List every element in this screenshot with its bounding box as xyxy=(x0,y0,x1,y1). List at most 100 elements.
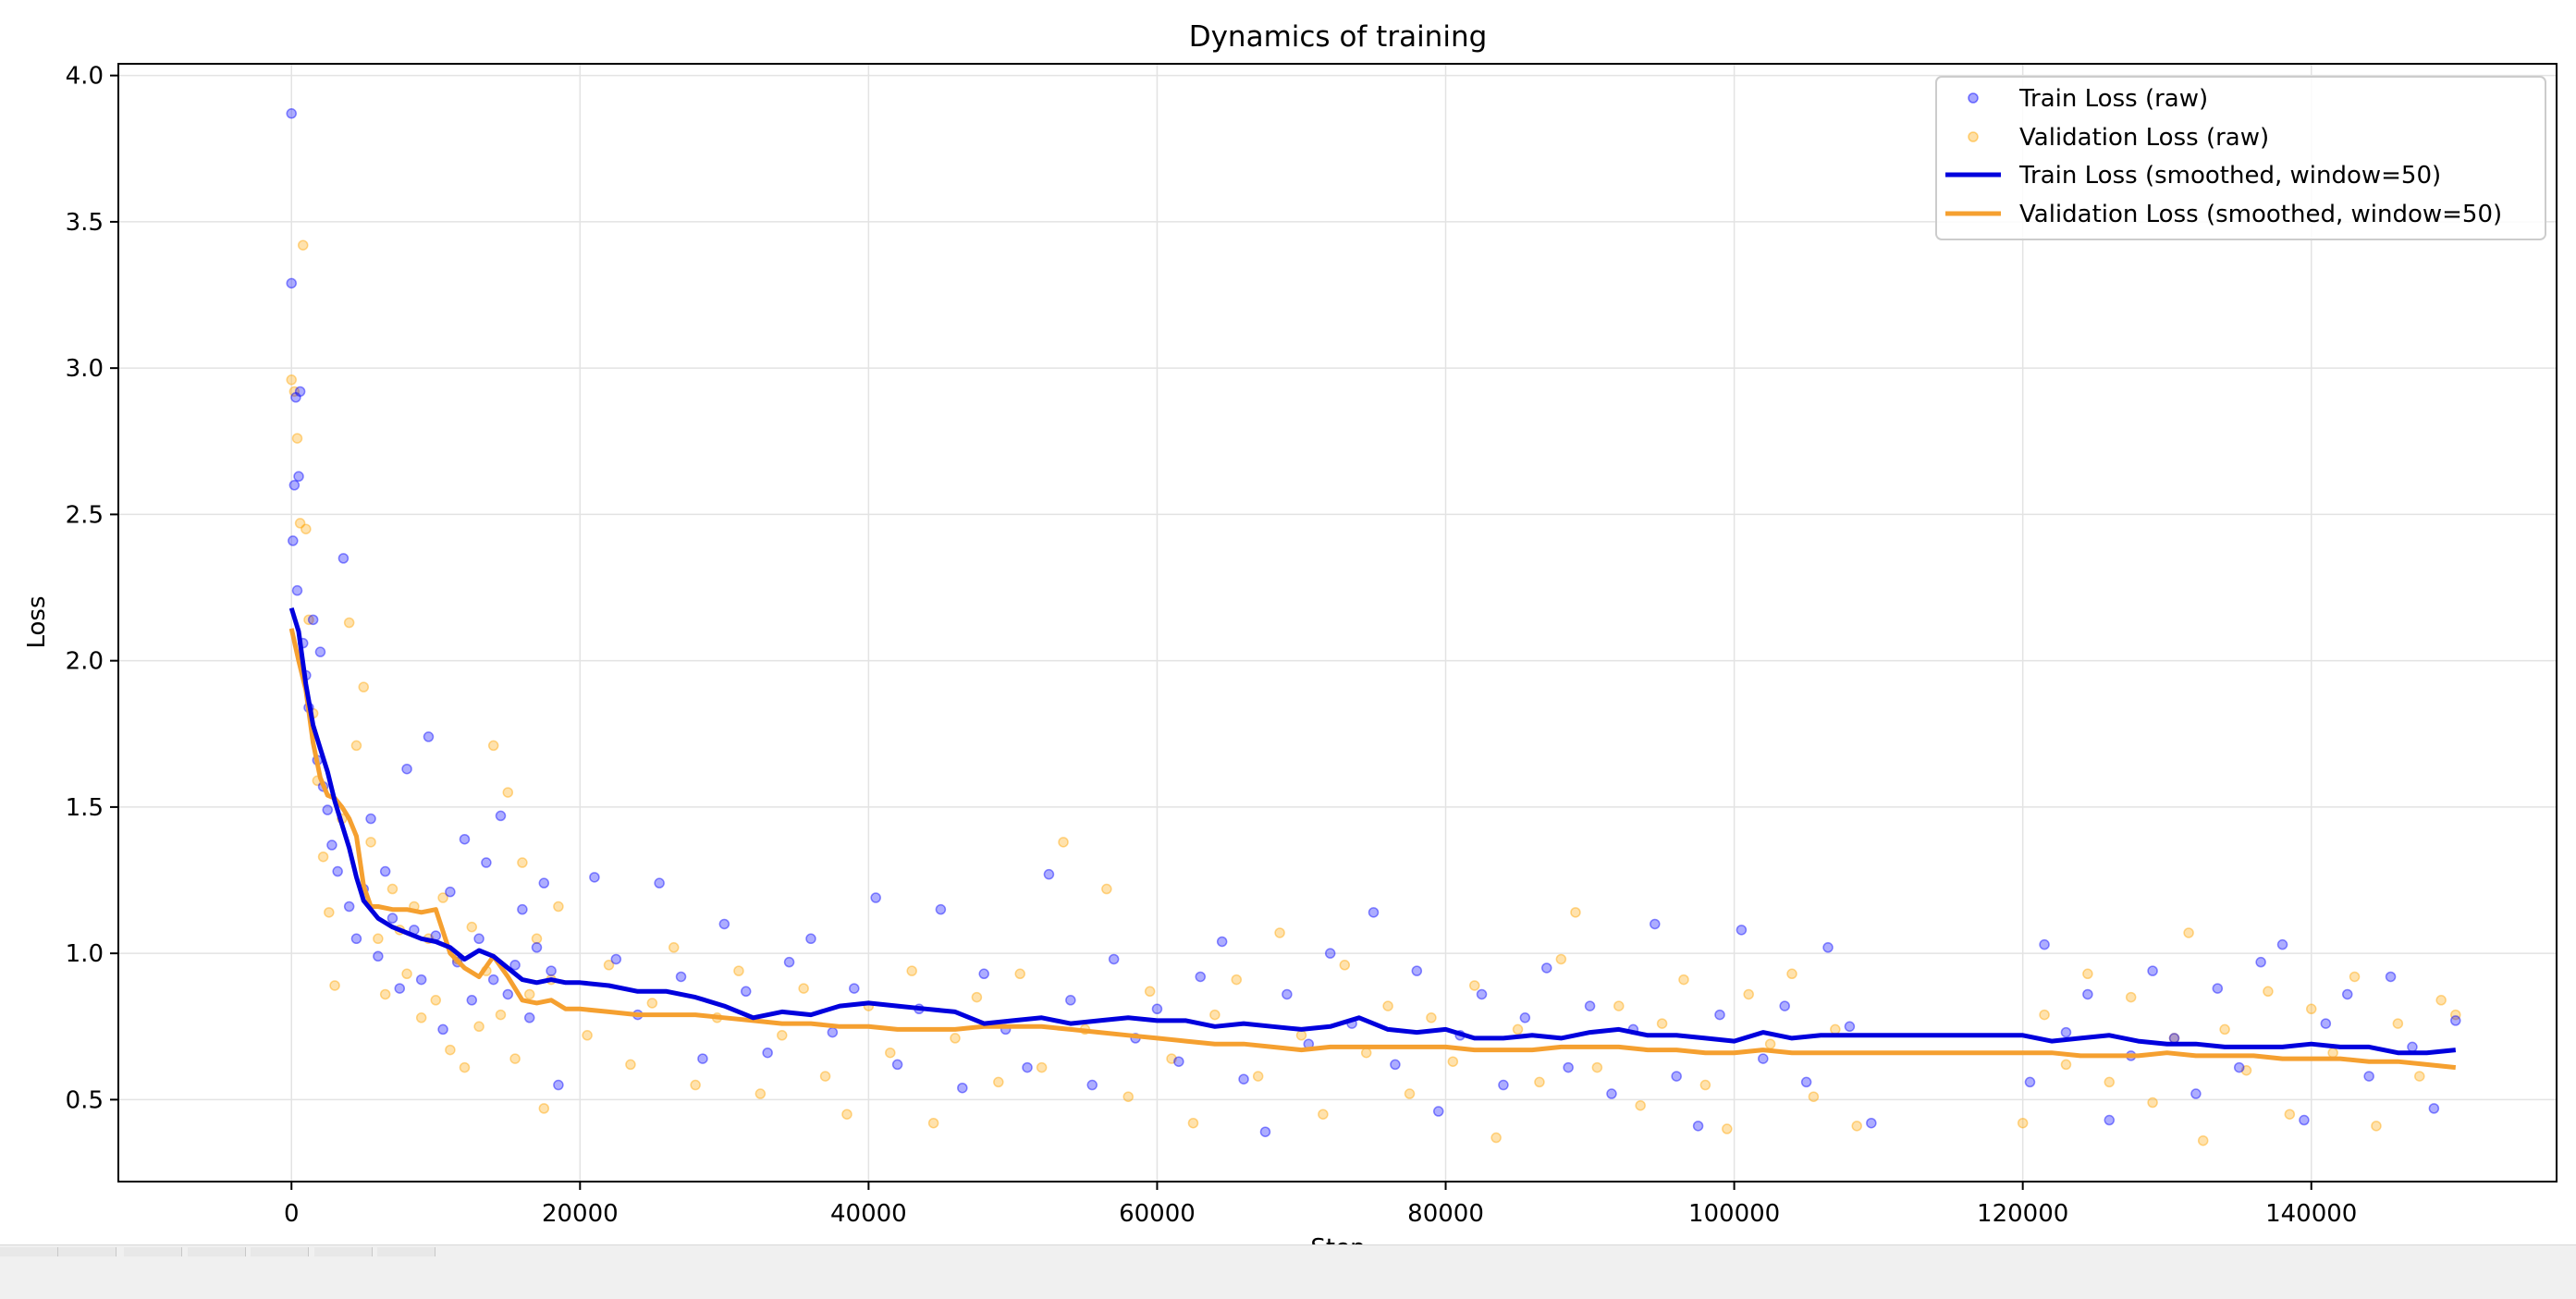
y-tick-label: 2.0 xyxy=(66,648,104,676)
y-axis: 0.5 1.0 1.5 2.0 2.5 3.0 3.5 4.0 xyxy=(66,63,118,1114)
train-raw-point xyxy=(1498,1079,1509,1091)
validation-raw-point xyxy=(2219,1023,2230,1036)
validation-raw-point xyxy=(466,921,478,933)
train-raw-point xyxy=(386,913,399,924)
validation-raw-point xyxy=(301,523,312,534)
train-raw-point xyxy=(2060,1026,2072,1038)
train-raw-point xyxy=(1065,995,1076,1006)
train-raw-point xyxy=(1779,1000,1790,1011)
validation-raw-point xyxy=(1058,837,1069,848)
x-tick-label: 20000 xyxy=(542,1200,619,1228)
train-raw-point xyxy=(1822,942,1834,953)
validation-raw-point xyxy=(288,386,301,398)
line-layer xyxy=(288,607,2457,1071)
train-raw-point xyxy=(1584,1000,1596,1011)
train-raw-point xyxy=(1844,1021,1856,1033)
validation-raw-point xyxy=(625,1059,636,1071)
legend-label-validation-raw: Validation Loss (raw) xyxy=(2019,124,2269,152)
validation-raw-point xyxy=(1808,1091,1820,1102)
train-raw-point xyxy=(762,1047,773,1059)
validation-raw-point xyxy=(531,933,543,945)
validation-raw-point xyxy=(1382,1000,1393,1011)
validation-raw-point xyxy=(294,518,306,529)
validation-raw-point xyxy=(2392,1018,2404,1029)
validation-raw-point xyxy=(1743,988,1754,1000)
strip-segment xyxy=(188,1247,246,1256)
validation-raw-point xyxy=(502,787,514,798)
validation-raw-point xyxy=(286,374,297,386)
train-raw-point xyxy=(1216,936,1228,948)
train-raw-point xyxy=(2233,1061,2245,1073)
train-raw-point xyxy=(1324,948,1336,959)
validation-raw-point xyxy=(2039,1009,2050,1021)
y-tick-label: 2.5 xyxy=(66,501,104,529)
validation-raw-point xyxy=(690,1079,701,1091)
validation-raw-point xyxy=(1101,883,1112,895)
train-raw-point xyxy=(365,813,376,825)
train-raw-point xyxy=(509,960,521,971)
validation-raw-point xyxy=(2060,1059,2072,1071)
train-raw-point xyxy=(523,1012,535,1023)
train-raw-point xyxy=(610,953,622,965)
train-raw-point xyxy=(1519,1012,1531,1023)
validation-raw-point xyxy=(303,614,314,626)
train-raw-point xyxy=(326,839,337,851)
validation-raw-point xyxy=(603,960,615,971)
validation-raw-point xyxy=(1490,1132,1502,1144)
train-raw-point xyxy=(2428,1103,2440,1114)
train-raw-point xyxy=(1282,988,1293,1000)
train-raw-point xyxy=(293,471,304,483)
train-raw-point xyxy=(473,933,485,945)
validation-raw-point xyxy=(1722,1123,1733,1134)
train-raw-point xyxy=(1650,918,1661,930)
validation-raw-point xyxy=(2305,1003,2317,1015)
train-raw-point xyxy=(373,950,384,962)
train-raw-point xyxy=(517,903,528,915)
train-raw-point xyxy=(288,535,299,546)
validation-raw-point xyxy=(415,1012,427,1023)
validation-raw-point xyxy=(365,837,376,848)
validation-raw-point xyxy=(459,1061,471,1073)
train-raw-point xyxy=(2082,988,2093,1000)
validation-raw-point xyxy=(437,892,448,903)
validation-raw-point xyxy=(2414,1071,2425,1082)
validation-raw-point xyxy=(430,995,442,1006)
legend-marker-validation-raw xyxy=(1968,131,1979,142)
train-raw-point xyxy=(437,1023,448,1036)
validation-raw-point xyxy=(819,1071,831,1082)
validation-raw-point xyxy=(1231,974,1243,986)
train-raw-point xyxy=(322,804,334,815)
x-tick-label: 40000 xyxy=(830,1200,907,1228)
train-raw-point xyxy=(1563,1061,1574,1073)
train-raw-point xyxy=(935,903,947,915)
train-raw-point xyxy=(2255,956,2266,968)
train-raw-point xyxy=(2450,1015,2461,1026)
train-raw-point xyxy=(1758,1053,1769,1064)
train-raw-point xyxy=(531,942,543,953)
train-raw-point xyxy=(1259,1126,1271,1137)
validation-raw-point xyxy=(2082,968,2093,980)
validation-raw-point xyxy=(1851,1121,1862,1132)
train-raw-point xyxy=(1541,962,1552,974)
validation-raw-point xyxy=(1426,1012,1437,1023)
train-raw-point xyxy=(978,968,989,980)
validation-raw-point xyxy=(401,968,412,980)
validation-raw-point xyxy=(1404,1088,1416,1099)
validation-raw-point xyxy=(777,1030,788,1041)
train-raw-point xyxy=(394,983,406,994)
validation-raw-point xyxy=(1360,1047,1372,1059)
train-raw-point xyxy=(1368,907,1380,918)
x-tick-label: 80000 xyxy=(1407,1200,1484,1228)
train-raw-point xyxy=(1108,953,1120,965)
validation-raw-point xyxy=(1447,1056,1459,1067)
validation-raw-point xyxy=(1534,1076,1545,1088)
train-raw-point xyxy=(1022,1061,1033,1073)
validation-raw-point xyxy=(1656,1018,1668,1029)
y-tick-label: 3.0 xyxy=(66,355,104,383)
plot-frame xyxy=(117,63,2558,1183)
validation-raw-point xyxy=(2435,995,2447,1006)
train-raw-point xyxy=(2168,1033,2180,1044)
train-raw-point xyxy=(2299,1114,2310,1126)
validation-raw-point xyxy=(1014,968,1025,980)
strip-segment xyxy=(314,1247,373,1256)
